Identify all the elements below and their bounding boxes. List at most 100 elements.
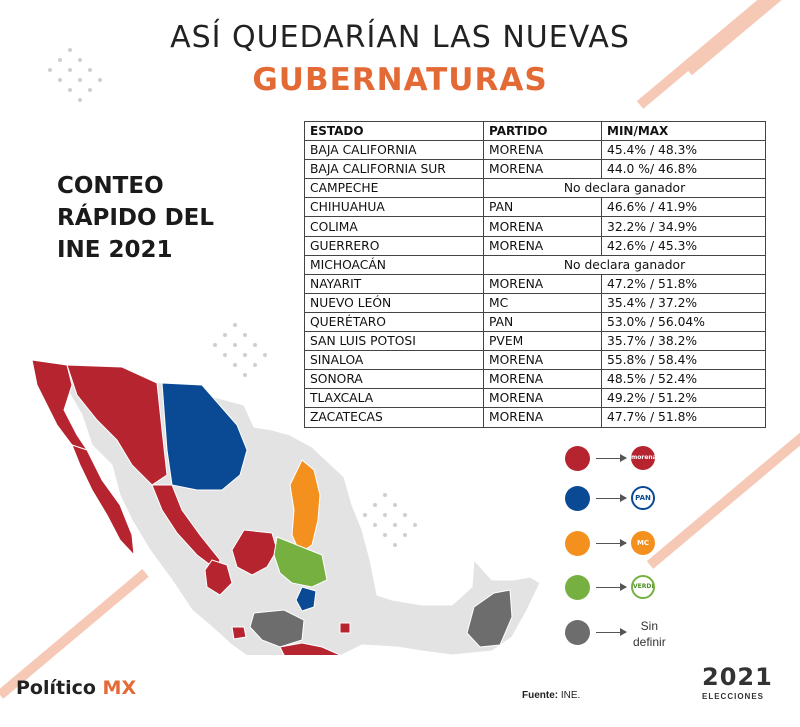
brand-name: Político xyxy=(16,677,96,699)
arrow-icon xyxy=(596,494,627,502)
cell-no-winner: No declara ganador xyxy=(483,178,766,199)
cell-minmax: 46.6% / 41.9% xyxy=(601,197,766,218)
table-row: QUERÉTARO PAN 53.0% / 56.04% xyxy=(304,311,766,333)
map-state-tlaxcala xyxy=(339,622,351,634)
table-row: CAMPECHE No declara ganador xyxy=(304,178,766,199)
cell-estado: ZACATECAS xyxy=(304,407,484,428)
map-state-san-luis-potosi xyxy=(273,536,328,588)
cell-minmax: 55.8% / 58.4% xyxy=(601,350,766,371)
morena-logo-icon: morena xyxy=(631,446,655,470)
cell-minmax: 42.6% / 45.3% xyxy=(601,235,766,256)
table-row: NUEVO LEÓN MC 35.4% / 37.2% xyxy=(304,292,766,313)
movimiento-ciudadano-logo-icon: MC xyxy=(631,531,655,555)
arrow-icon xyxy=(596,583,627,591)
cell-partido: MORENA xyxy=(483,159,602,180)
cell-minmax: 53.0% / 56.04% xyxy=(601,311,766,333)
arrow-icon xyxy=(596,539,627,547)
pan-logo-icon: PAN xyxy=(631,486,655,510)
table-row: TLAXCALA MORENA 49.2% / 51.2% xyxy=(304,388,766,409)
source-value: INE. xyxy=(560,690,581,701)
elections-label: ELECCIONES xyxy=(702,692,765,701)
map-state-baja-california-sur xyxy=(71,444,135,557)
table-row: ZACATECAS MORENA 47.7% / 51.8% xyxy=(304,407,766,428)
decor-dots xyxy=(48,48,102,102)
cell-minmax: 49.2% / 51.2% xyxy=(601,388,766,409)
map-state-michoacan xyxy=(249,609,305,648)
cell-estado: CAMPECHE xyxy=(304,178,484,199)
cell-estado: SONORA xyxy=(304,369,484,390)
cell-minmax: 35.4% / 37.2% xyxy=(601,292,766,313)
brand-logo: Político MX xyxy=(16,677,136,699)
cell-minmax: 47.7% / 51.8% xyxy=(601,407,766,428)
cell-minmax: 35.7% / 38.2% xyxy=(601,331,766,352)
title-line-1: ASÍ QUEDARÍAN LAS NUEVAS xyxy=(170,20,630,55)
table-row: BAJA CALIFORNIA SUR MORENA 44.0 %/ 46.8% xyxy=(304,159,766,180)
table-row: NAYARIT MORENA 47.2% / 51.8% xyxy=(304,273,766,294)
source-note: Fuente: INE. xyxy=(522,690,580,701)
cell-estado: COLIMA xyxy=(304,216,484,237)
legend-label-line-1: Sin xyxy=(640,619,659,633)
legend-swatch-mc xyxy=(565,531,590,556)
side-title: CONTEO RÁPIDO DEL INE 2021 xyxy=(57,170,257,266)
legend-label-sin-definir: Sin definir xyxy=(633,618,666,650)
cell-partido: PAN xyxy=(483,311,602,333)
decor-stripe xyxy=(646,426,800,569)
cell-partido: MORENA xyxy=(483,273,602,294)
mexico-map xyxy=(31,359,541,655)
map-state-colima xyxy=(231,626,247,640)
cell-estado: TLAXCALA xyxy=(304,388,484,409)
decor-dots xyxy=(213,323,267,377)
map-state-queretaro xyxy=(295,586,317,612)
arrow-icon xyxy=(596,454,627,462)
brand-accent: MX xyxy=(102,677,137,699)
map-state-guerrero xyxy=(279,642,341,655)
cell-partido: MORENA xyxy=(483,369,602,390)
cell-minmax: 44.0 %/ 46.8% xyxy=(601,159,766,180)
map-state-chihuahua xyxy=(161,382,248,491)
elections-year-logo: 2021 xyxy=(702,663,773,691)
column-header-partido: PARTIDO xyxy=(483,120,602,142)
cell-estado: GUERRERO xyxy=(304,235,484,256)
table-header-row: ESTADO PARTIDO MIN/MAX xyxy=(304,120,766,142)
cell-estado: MICHOACÁN xyxy=(304,254,484,275)
table-row: GUERRERO MORENA 42.6% / 45.3% xyxy=(304,235,766,256)
cell-estado: SINALOA xyxy=(304,350,484,371)
cell-partido: MC xyxy=(483,292,602,313)
table-row: SINALOA MORENA 55.8% / 58.4% xyxy=(304,350,766,371)
cell-partido: MORENA xyxy=(483,235,602,256)
column-header-minmax: MIN/MAX xyxy=(601,120,766,142)
legend-swatch-sin-definir xyxy=(565,620,590,645)
cell-minmax: 48.5% / 52.4% xyxy=(601,369,766,390)
cell-estado: NUEVO LEÓN xyxy=(304,292,484,313)
arrow-icon xyxy=(596,628,627,636)
side-title-line-1: CONTEO xyxy=(57,173,164,199)
cell-estado: QUERÉTARO xyxy=(304,311,484,333)
legend-swatch-pan xyxy=(565,486,590,511)
cell-minmax: 45.4% / 48.3% xyxy=(601,140,766,161)
table-body: BAJA CALIFORNIA MORENA 45.4% / 48.3% BAJA C… xyxy=(304,140,766,428)
legend-swatch-morena xyxy=(565,446,590,471)
results-table: ESTADO PARTIDO MIN/MAX BAJA CALIFORNIA MO… xyxy=(304,120,766,428)
source-label: Fuente: xyxy=(522,690,559,701)
decor-dots xyxy=(363,493,417,547)
cell-estado: SAN LUIS POTOSI xyxy=(304,331,484,352)
map-state-nayarit xyxy=(204,559,233,596)
table-row: COLIMA MORENA 32.2% / 34.9% xyxy=(304,216,766,237)
cell-minmax: 47.2% / 51.8% xyxy=(601,273,766,294)
table-row: SONORA MORENA 48.5% / 52.4% xyxy=(304,369,766,390)
legend-swatch-pvem xyxy=(565,575,590,600)
table-row: BAJA CALIFORNIA MORENA 45.4% / 48.3% xyxy=(304,140,766,161)
map-state-campeche xyxy=(466,589,513,648)
cell-partido: MORENA xyxy=(483,350,602,371)
column-header-estado: ESTADO xyxy=(304,120,484,142)
cell-partido: MORENA xyxy=(483,407,602,428)
pvem-logo-icon: VERDE xyxy=(631,575,655,599)
cell-estado: BAJA CALIFORNIA SUR xyxy=(304,159,484,180)
cell-partido: PAN xyxy=(483,197,602,218)
table-row: SAN LUIS POTOSI PVEM 35.7% / 38.2% xyxy=(304,331,766,352)
cell-estado: NAYARIT xyxy=(304,273,484,294)
side-title-line-2: RÁPIDO DEL xyxy=(57,205,215,231)
table-row: MICHOACÁN No declara ganador xyxy=(304,254,766,275)
cell-partido: MORENA xyxy=(483,140,602,161)
table-row: CHIHUAHUA PAN 46.6% / 41.9% xyxy=(304,197,766,218)
